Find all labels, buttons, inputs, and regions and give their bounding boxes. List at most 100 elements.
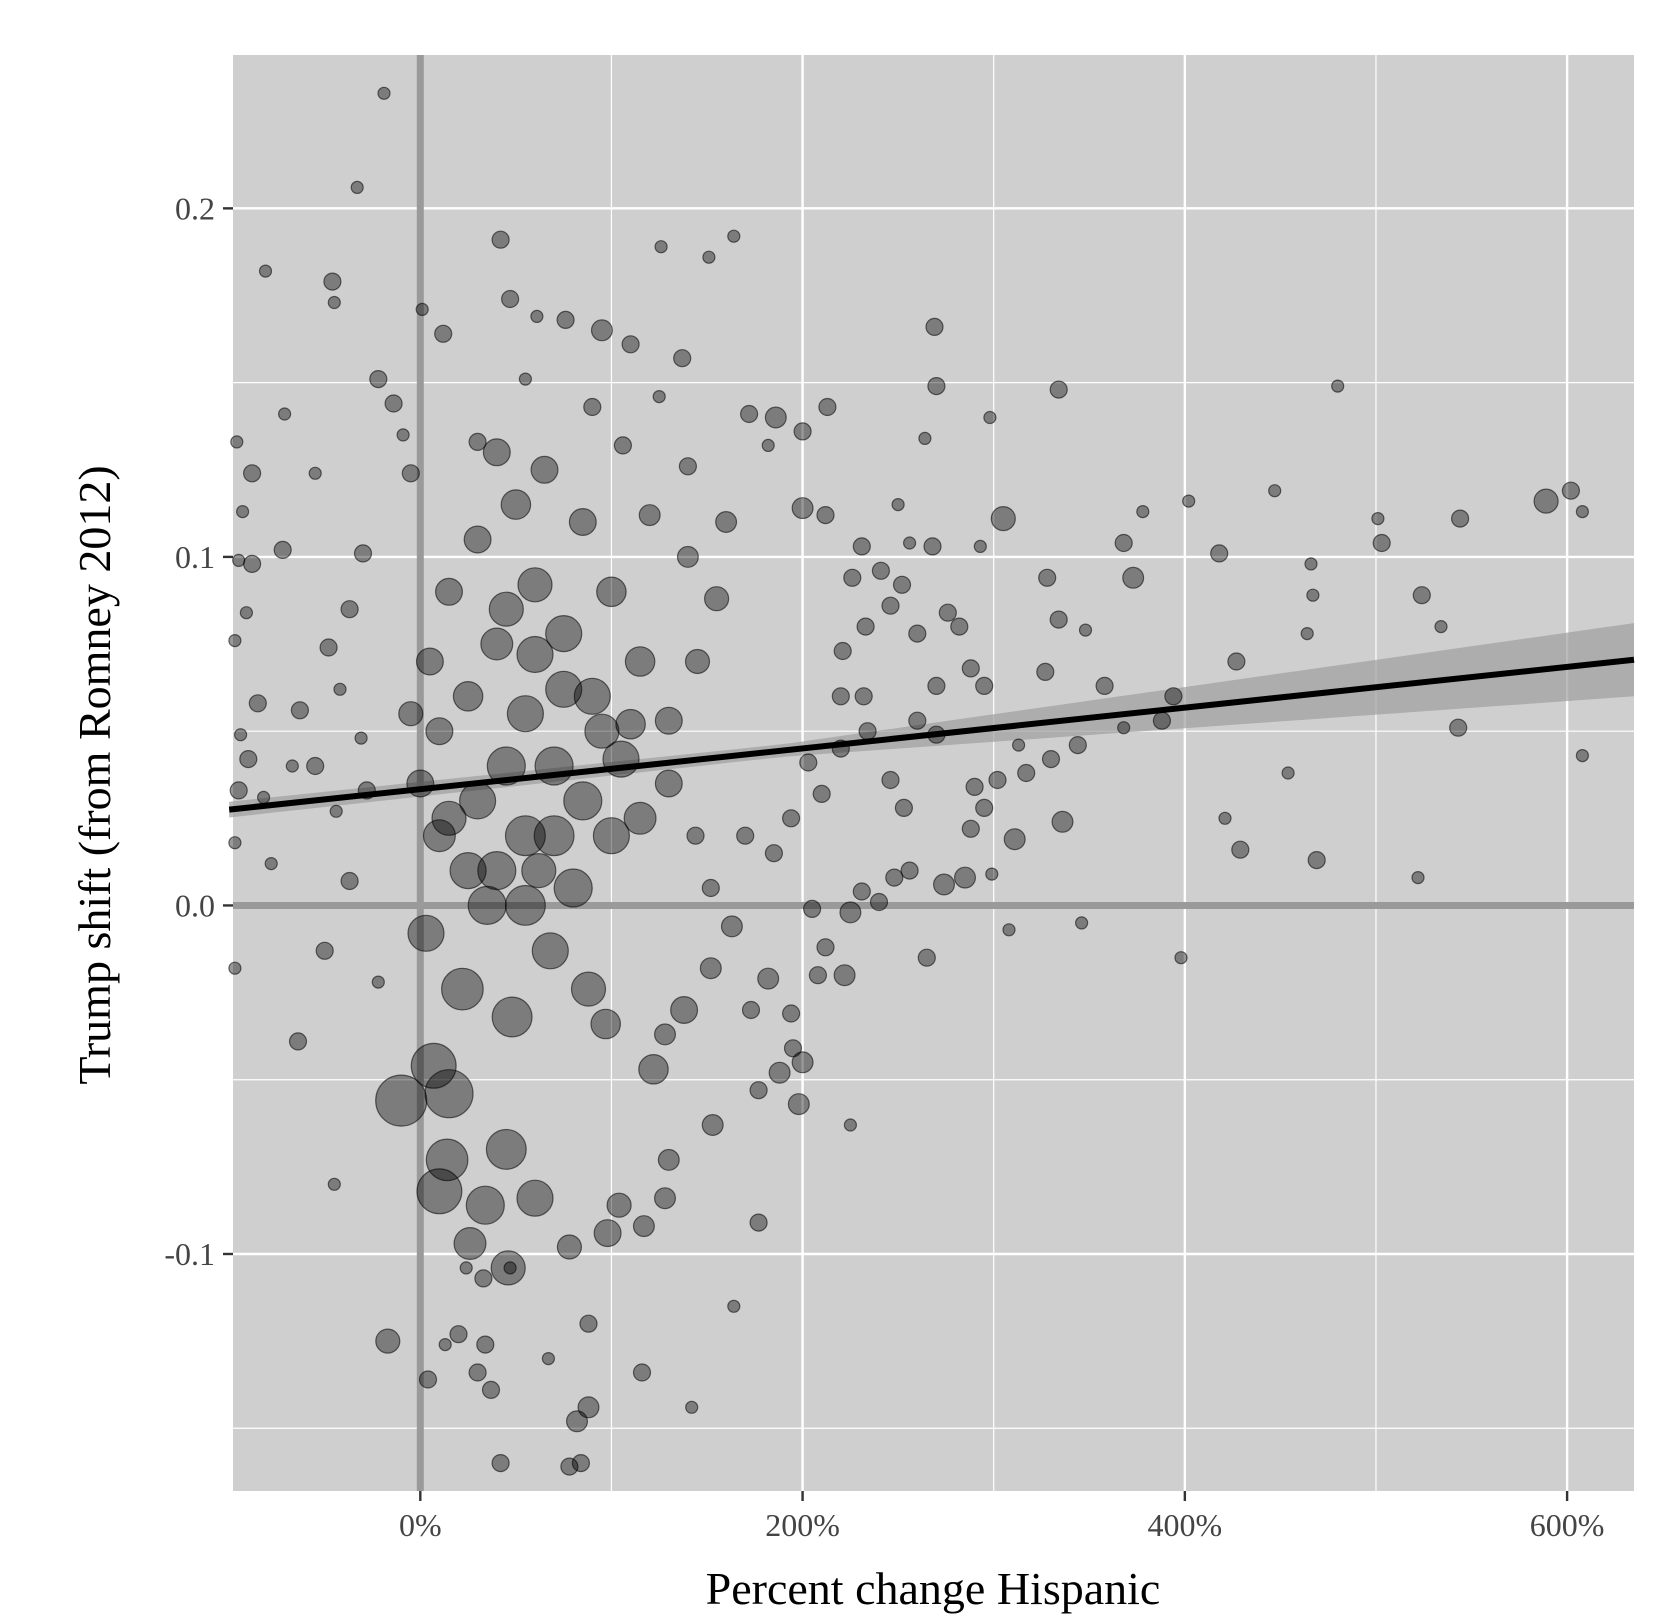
data-point [340,600,359,619]
data-point [590,1008,621,1040]
data-point [673,349,692,368]
y-tick-label: 0.0 [175,887,215,923]
x-axis-ticks: 0% 200% 400% 600% [399,1491,1604,1543]
data-point [1041,749,1061,769]
data-point [501,289,520,309]
data-point [482,438,511,467]
data-point [1117,721,1131,735]
data-point [653,1023,676,1046]
y-tick-label: -0.1 [164,1236,215,1272]
data-point [1268,484,1282,498]
data-point [727,1299,741,1313]
data-point [485,1128,527,1170]
data-point [449,1325,468,1344]
data-point [736,826,755,845]
data-point [988,770,1007,790]
data-point [579,1314,598,1333]
data-point [839,901,862,924]
data-point [781,809,801,828]
data-point [891,498,905,512]
data-point [799,753,818,772]
data-point [1450,509,1470,528]
data-point [556,1234,583,1260]
data-point [468,1363,487,1382]
data-point [565,1410,588,1433]
data-point [573,677,611,715]
data-point [459,1261,473,1275]
data-point [434,324,453,343]
data-point [415,647,444,676]
data-point [781,1004,801,1023]
data-point [468,432,487,451]
data-point [793,422,812,441]
data-point [571,1453,591,1473]
data-point [741,1000,761,1020]
data-point [917,948,936,967]
data-point [329,804,343,818]
data-point [1002,923,1016,937]
data-point [491,1453,510,1473]
data-point [491,996,533,1038]
data-point [541,1351,556,1366]
data-point [791,497,814,520]
data-point [684,648,711,675]
data-point [703,586,730,612]
data-point [858,722,877,741]
data-point [802,899,822,919]
data-point [856,617,875,636]
data-point [908,711,927,730]
data-point [491,230,510,249]
data-point [833,964,856,987]
data-point [398,701,424,727]
data-point [354,731,368,745]
data-point [288,1032,308,1051]
y-tick-label: 0.1 [175,539,215,575]
trend-line [228,656,1635,813]
data-point [701,878,720,898]
data-point [340,871,359,891]
data-point [854,687,873,706]
data-point [843,1118,858,1132]
data-point [925,317,944,336]
data-point [333,682,347,696]
data-point [894,798,914,818]
data-point [243,554,262,574]
data-point [678,457,698,476]
data-point [881,770,900,790]
x-axis-title: Percent change Hispanic [706,1563,1161,1614]
data-point [435,577,464,606]
data-point [902,536,917,550]
data-point [950,617,969,636]
data-point [375,1328,401,1354]
data-point [1017,763,1036,783]
data-point [521,852,557,889]
data-point [375,1074,428,1127]
data-point [273,540,292,560]
data-point [377,86,391,100]
data-point [234,728,248,742]
data-point [239,749,258,769]
data-point [657,1148,680,1171]
data-point [1533,488,1559,514]
data-point [476,1335,495,1354]
data-point [410,1042,457,1089]
data-point [1449,718,1468,737]
data-point [624,646,656,677]
data-point [833,641,852,661]
data-point [808,966,828,985]
data-point [739,404,759,424]
regression-line [228,656,1635,813]
data-point [290,701,309,720]
data-point [230,435,244,449]
data-point [927,377,946,396]
data-point [517,567,553,603]
data-point [816,938,835,957]
data-point [474,1269,493,1288]
data-point [670,995,699,1024]
data-point [1136,505,1150,519]
data-point [506,695,545,733]
data-point [486,746,526,786]
data-point [531,932,569,970]
data-point [653,1187,676,1210]
data-point [229,781,248,800]
